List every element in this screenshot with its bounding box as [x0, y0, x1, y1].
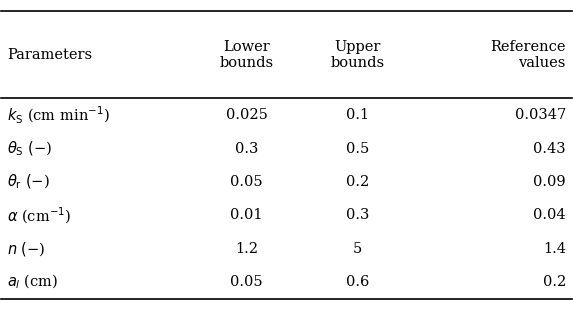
Text: $\theta_\mathrm{S}$ $(-$): $\theta_\mathrm{S}$ $(-$) — [7, 139, 52, 158]
Text: 0.1: 0.1 — [346, 108, 370, 122]
Text: Lower
bounds: Lower bounds — [219, 40, 274, 70]
Text: 0.05: 0.05 — [230, 275, 263, 289]
Text: 1.2: 1.2 — [235, 242, 258, 256]
Text: 5: 5 — [353, 242, 362, 256]
Text: $\alpha$ (cm$^{-1}$): $\alpha$ (cm$^{-1}$) — [7, 205, 72, 226]
Text: 0.6: 0.6 — [346, 275, 370, 289]
Text: $n$ $(-$): $n$ $(-$) — [7, 240, 46, 258]
Text: 0.43: 0.43 — [533, 142, 566, 155]
Text: Reference
values: Reference values — [490, 40, 566, 70]
Text: 0.0347: 0.0347 — [515, 108, 566, 122]
Text: 0.2: 0.2 — [346, 175, 370, 189]
Text: 1.4: 1.4 — [543, 242, 566, 256]
Text: 0.09: 0.09 — [533, 175, 566, 189]
Text: $\theta_\mathrm{r}$ $(-$): $\theta_\mathrm{r}$ $(-$) — [7, 173, 50, 191]
Text: 0.5: 0.5 — [346, 142, 370, 155]
Text: 0.01: 0.01 — [230, 209, 263, 222]
Text: 0.04: 0.04 — [533, 209, 566, 222]
Text: 0.05: 0.05 — [230, 175, 263, 189]
Text: Upper
bounds: Upper bounds — [331, 40, 385, 70]
Text: 0.3: 0.3 — [235, 142, 258, 155]
Text: 0.3: 0.3 — [346, 209, 370, 222]
Text: Parameters: Parameters — [7, 48, 92, 62]
Text: $a_l$ (cm): $a_l$ (cm) — [7, 273, 58, 291]
Text: 0.2: 0.2 — [543, 275, 566, 289]
Text: 0.025: 0.025 — [226, 108, 268, 122]
Text: $k_\mathrm{S}$ (cm min$^{-1}$): $k_\mathrm{S}$ (cm min$^{-1}$) — [7, 105, 110, 126]
